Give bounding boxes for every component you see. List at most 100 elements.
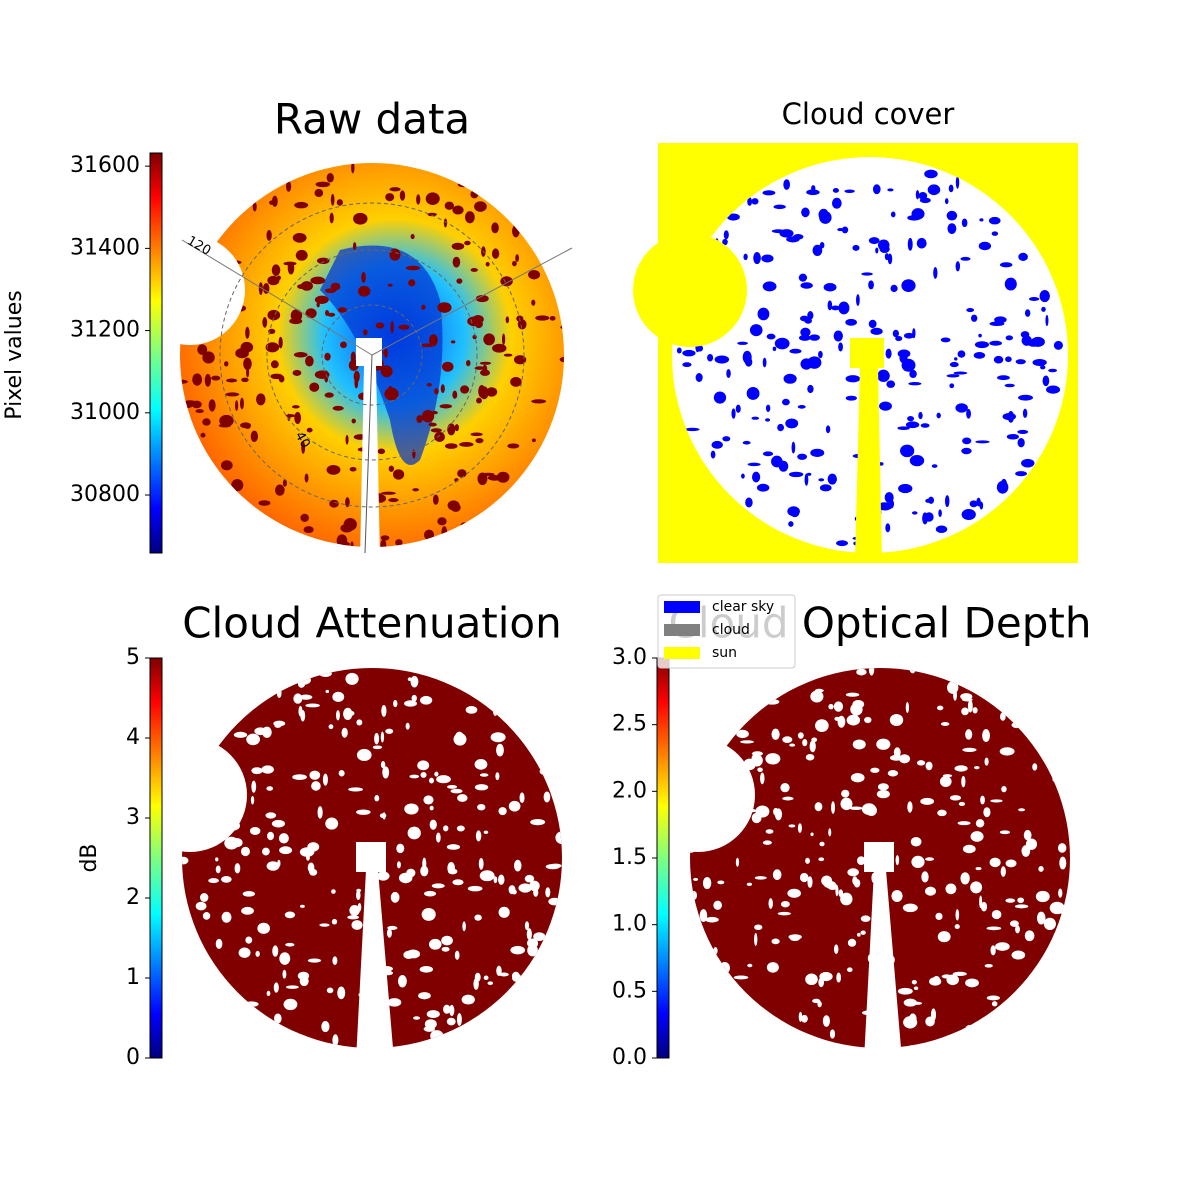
speckle bbox=[381, 704, 387, 717]
speckle bbox=[945, 883, 957, 895]
speckle bbox=[424, 1019, 437, 1029]
speckle bbox=[500, 276, 513, 287]
speckle bbox=[944, 1038, 951, 1044]
speckle bbox=[766, 962, 779, 973]
speckle bbox=[1015, 471, 1028, 477]
speckle bbox=[903, 1016, 918, 1029]
speckle bbox=[375, 322, 385, 329]
speckle bbox=[388, 497, 399, 503]
speckle bbox=[936, 412, 941, 419]
speckle bbox=[472, 315, 484, 324]
speckle bbox=[269, 200, 275, 205]
speckle bbox=[766, 333, 776, 340]
speckle bbox=[549, 863, 562, 868]
speckle bbox=[435, 832, 441, 843]
speckle bbox=[870, 327, 883, 335]
speckle bbox=[412, 488, 420, 492]
speckle bbox=[512, 260, 517, 267]
speckle bbox=[1020, 331, 1030, 338]
speckle bbox=[806, 189, 820, 196]
speckle bbox=[466, 360, 471, 367]
speckle bbox=[356, 719, 363, 726]
cloud-cover-image bbox=[633, 143, 1078, 563]
speckle bbox=[464, 240, 471, 246]
speckle bbox=[413, 1016, 421, 1020]
speckle bbox=[745, 497, 753, 508]
speckle bbox=[984, 963, 993, 968]
speckle bbox=[877, 369, 890, 383]
speckle bbox=[726, 368, 731, 378]
speckle bbox=[743, 253, 748, 261]
speckle bbox=[1005, 859, 1017, 868]
speckle bbox=[282, 969, 287, 979]
speckle bbox=[911, 208, 925, 220]
speckle bbox=[868, 319, 877, 329]
speckle bbox=[978, 333, 982, 338]
speckle bbox=[266, 786, 274, 791]
speckle bbox=[810, 690, 824, 703]
speckle bbox=[954, 357, 958, 361]
speckle bbox=[337, 307, 347, 313]
speckle bbox=[279, 952, 291, 965]
speckle bbox=[804, 473, 809, 486]
speckle bbox=[527, 944, 538, 957]
speckle bbox=[419, 695, 433, 705]
speckle bbox=[845, 395, 857, 401]
speckle bbox=[483, 830, 489, 834]
speckle bbox=[444, 201, 454, 210]
speckle bbox=[938, 509, 942, 517]
speckle bbox=[241, 906, 254, 915]
speckle bbox=[818, 857, 825, 862]
speckle bbox=[524, 921, 530, 931]
speckle bbox=[747, 197, 753, 206]
speckle bbox=[1042, 375, 1050, 387]
speckle bbox=[804, 318, 812, 324]
speckle bbox=[949, 795, 962, 801]
speckle bbox=[529, 880, 540, 892]
speckle bbox=[282, 479, 287, 487]
speckle bbox=[918, 411, 923, 420]
speckle bbox=[307, 958, 322, 963]
speckle bbox=[783, 373, 797, 384]
speckle bbox=[913, 986, 919, 990]
speckle bbox=[974, 766, 980, 770]
speckle bbox=[838, 342, 843, 352]
speckle bbox=[832, 188, 839, 193]
speckle bbox=[380, 760, 386, 769]
speckle bbox=[845, 375, 861, 383]
speckle bbox=[200, 432, 206, 438]
speckle bbox=[936, 705, 944, 711]
legend-label: cloud bbox=[712, 622, 750, 638]
speckle bbox=[432, 494, 439, 505]
speckle bbox=[897, 987, 913, 995]
speckle bbox=[982, 729, 991, 743]
speckle bbox=[895, 855, 900, 866]
legend-swatch bbox=[664, 601, 700, 613]
speckle bbox=[800, 282, 813, 289]
speckle bbox=[325, 817, 339, 830]
speckle bbox=[751, 812, 762, 824]
speckle bbox=[1027, 340, 1040, 347]
speckle bbox=[278, 375, 285, 383]
speckle bbox=[514, 859, 522, 872]
speckle bbox=[997, 375, 1010, 381]
speckle bbox=[443, 825, 449, 832]
speckle bbox=[962, 747, 977, 752]
speckle bbox=[449, 1004, 455, 1017]
speckle bbox=[274, 723, 282, 728]
speckle bbox=[889, 713, 904, 726]
speckle bbox=[303, 526, 314, 534]
speckle bbox=[452, 390, 458, 399]
speckle bbox=[325, 309, 330, 317]
speckle bbox=[324, 370, 329, 383]
speckle bbox=[856, 932, 861, 937]
speckle bbox=[1053, 932, 1064, 936]
speckle bbox=[907, 415, 915, 422]
speckle bbox=[306, 854, 310, 861]
speckle bbox=[696, 345, 704, 352]
speckle bbox=[733, 975, 749, 980]
speckle bbox=[771, 455, 783, 468]
colorbar-tick-label: 0 bbox=[126, 1045, 140, 1070]
speckle bbox=[221, 875, 232, 883]
speckle bbox=[1004, 383, 1015, 388]
